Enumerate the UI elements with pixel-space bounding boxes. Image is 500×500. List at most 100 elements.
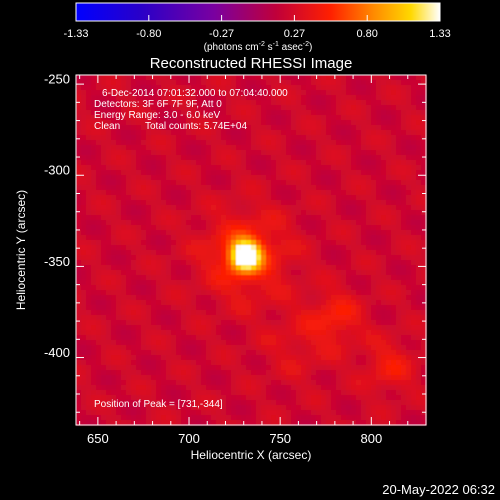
heatmap-cell: [386, 135, 392, 141]
heatmap-cell: [236, 165, 242, 171]
heatmap-cell: [161, 345, 167, 351]
heatmap-cell: [331, 195, 337, 201]
heatmap-cell: [396, 395, 402, 401]
heatmap-cell: [351, 160, 357, 166]
heatmap-cell: [81, 75, 87, 81]
heatmap-cell: [121, 415, 127, 421]
heatmap-cell: [291, 330, 297, 336]
heatmap-cell: [166, 210, 172, 216]
heatmap-cell: [371, 250, 377, 256]
heatmap-cell: [281, 290, 287, 296]
heatmap-cell: [261, 415, 267, 421]
heatmap-cell: [311, 365, 317, 371]
heatmap-cell: [111, 285, 117, 291]
heatmap-cell: [116, 310, 122, 316]
heatmap-cell: [351, 410, 357, 416]
heatmap-cell: [241, 260, 247, 266]
heatmap-cell: [231, 110, 237, 116]
heatmap-cell: [296, 335, 302, 341]
heatmap-cell: [76, 385, 82, 391]
heatmap-cell: [401, 130, 407, 136]
heatmap-cell: [296, 375, 302, 381]
heatmap-cell: [336, 235, 342, 241]
heatmap-cell: [331, 340, 337, 346]
heatmap-cell: [81, 115, 87, 121]
heatmap-cell: [186, 105, 192, 111]
heatmap-cell: [261, 300, 267, 306]
heatmap-cell: [386, 105, 392, 111]
heatmap-cell: [166, 405, 172, 411]
heatmap-cell: [291, 260, 297, 266]
heatmap-cell: [361, 185, 367, 191]
heatmap-cell: [121, 150, 127, 156]
colorbar-unit-label: (photons cm-2 s-1 asec-2): [204, 41, 313, 53]
heatmap-cell: [206, 210, 212, 216]
heatmap-cell: [381, 265, 387, 271]
heatmap-cell: [406, 200, 412, 206]
heatmap-cell: [341, 355, 347, 361]
heatmap-cell: [216, 310, 222, 316]
heatmap-cell: [401, 170, 407, 176]
heatmap-cell: [236, 245, 242, 251]
heatmap-cell: [181, 80, 187, 86]
heatmap-cell: [196, 370, 202, 376]
heatmap-cell: [356, 360, 362, 366]
heatmap-cell: [166, 320, 172, 326]
heatmap-cell: [231, 400, 237, 406]
heatmap-cell: [186, 230, 192, 236]
heatmap-cell: [201, 115, 207, 121]
heatmap-cell: [196, 365, 202, 371]
heatmap-cell: [291, 95, 297, 101]
heatmap-cell: [126, 320, 132, 326]
heatmap-cell: [96, 160, 102, 166]
heatmap-cell: [281, 350, 287, 356]
heatmap-cell: [196, 270, 202, 276]
heatmap-cell: [336, 215, 342, 221]
heatmap-cell: [111, 245, 117, 251]
heatmap-cell: [251, 150, 257, 156]
heatmap-cell: [81, 240, 87, 246]
heatmap-cell: [291, 300, 297, 306]
heatmap-cell: [391, 240, 397, 246]
heatmap-cell: [106, 120, 112, 126]
heatmap-cell: [271, 405, 277, 411]
heatmap-cell: [146, 80, 152, 86]
heatmap-cell: [391, 385, 397, 391]
heatmap-cell: [276, 75, 282, 81]
heatmap-cell: [271, 280, 277, 286]
heatmap-cell: [201, 340, 207, 346]
heatmap-cell: [166, 200, 172, 206]
heatmap-cell: [256, 325, 262, 331]
heatmap-cell: [306, 170, 312, 176]
heatmap-cell: [356, 380, 362, 386]
heatmap-cell: [421, 365, 427, 371]
heatmap-cell: [381, 390, 387, 396]
heatmap-cell: [76, 335, 82, 341]
heatmap-cell: [156, 80, 162, 86]
heatmap-cell: [91, 90, 97, 96]
heatmap-cell: [406, 315, 412, 321]
heatmap-cell: [216, 205, 222, 211]
heatmap-cell: [416, 245, 422, 251]
heatmap-cell: [171, 100, 177, 106]
heatmap-cell: [396, 115, 402, 121]
heatmap-cell: [81, 185, 87, 191]
heatmap-cell: [191, 145, 197, 151]
heatmap-cell: [151, 370, 157, 376]
heatmap-cell: [306, 95, 312, 101]
heatmap-cell: [271, 290, 277, 296]
heatmap-cell: [211, 405, 217, 411]
heatmap-cell: [421, 185, 427, 191]
heatmap-cell: [96, 330, 102, 336]
heatmap-cell: [226, 175, 232, 181]
heatmap-cell: [86, 205, 92, 211]
heatmap-cell: [376, 300, 382, 306]
heatmap-cell: [421, 325, 427, 331]
heatmap-cell: [336, 240, 342, 246]
heatmap-cell: [241, 80, 247, 86]
heatmap-cell: [391, 400, 397, 406]
heatmap-cell: [321, 300, 327, 306]
heatmap-cell: [386, 160, 392, 166]
heatmap-cell: [376, 270, 382, 276]
heatmap-cell: [171, 360, 177, 366]
